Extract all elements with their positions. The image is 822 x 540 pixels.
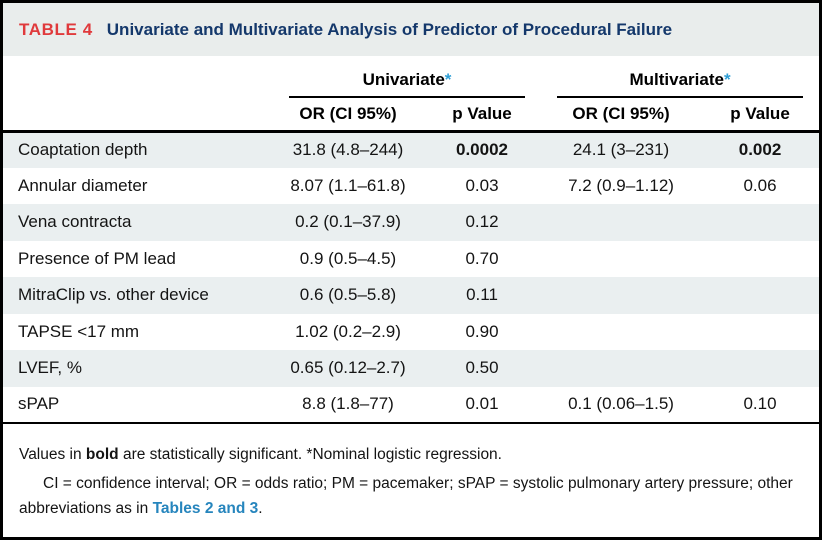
multivariate-or-cell: 0.1 (0.06–1.5) xyxy=(541,386,702,424)
multivariate-or-cell xyxy=(541,241,701,278)
univariate-p-cell: 0.90 xyxy=(465,321,499,341)
group-label-univariate: Univariate xyxy=(362,70,445,89)
univariate-or-cell: 0.9 (0.5–4.5) xyxy=(299,248,397,268)
col-header-or-univariate: OR (CI 95%) xyxy=(273,98,423,133)
footnote-text: CI = confidence interval; OR = odds rati… xyxy=(19,475,793,517)
table-row: LVEF, % 0.65 (0.12–2.7) 0.50 xyxy=(3,350,819,387)
univariate-p-cell: 0.50 xyxy=(465,358,499,378)
multivariate-p-cell: 0.06 xyxy=(743,175,777,195)
footnote-significance: Values in bold are statistically signifi… xyxy=(19,443,803,467)
multivariate-or-cell: 7.2 (0.9–1.12) xyxy=(568,175,674,195)
footnote-text: bold xyxy=(85,446,119,463)
tables-2-and-3-link[interactable]: Tables 2 and 3 xyxy=(152,499,259,517)
univariate-p-cell: 0.12 xyxy=(465,212,499,232)
col-header-p-multivariate: p Value xyxy=(701,98,819,133)
table-caption-bar: TABLE 4 Univariate and Multivariate Anal… xyxy=(3,3,819,56)
row-label: TAPSE <17 mm xyxy=(18,321,140,341)
univariate-p-cell: 0.11 xyxy=(466,285,498,305)
multivariate-or-cell xyxy=(541,277,701,314)
univariate-or-cell: 8.8 (1.8–77) xyxy=(273,386,423,424)
univariate-p-cell: 0.70 xyxy=(465,248,499,268)
footnote-abbreviations: CI = confidence interval; OR = odds rati… xyxy=(19,472,803,521)
footnote-text: are statistically significant. *Nominal … xyxy=(118,446,502,463)
multivariate-p-cell xyxy=(701,204,819,241)
table-row: Presence of PM lead 0.9 (0.5–4.5) 0.70 xyxy=(3,241,819,278)
table-row: sPAP 8.8 (1.8–77) 0.01 0.1 (0.06–1.5) 0.10 xyxy=(3,386,819,424)
col-header-p-univariate: p Value xyxy=(423,98,542,133)
row-label: Vena contracta xyxy=(18,212,132,232)
row-label: sPAP xyxy=(3,386,273,424)
group-label-multivariate: Multivariate xyxy=(629,70,724,89)
univariate-or-cell: 0.2 (0.1–37.9) xyxy=(295,212,401,232)
analysis-table: Univariate* Multivariate* OR (CI 95%) p … xyxy=(3,56,819,424)
footnote-text: . xyxy=(258,499,263,517)
footnotes-section: Values in bold are statistically signifi… xyxy=(3,424,819,521)
multivariate-p-cell xyxy=(701,241,819,278)
footnote-asterisk: * xyxy=(444,70,452,89)
group-header-univariate: Univariate* xyxy=(273,56,541,98)
empty-header-cell xyxy=(3,56,273,98)
univariate-or-cell: 0.65 (0.12–2.7) xyxy=(290,358,406,378)
table-row: Annular diameter 8.07 (1.1–61.8) 0.03 7.2 (… xyxy=(3,168,819,205)
table-row: Coaptation depth 31.8 (4.8–244) 0.0002 24.1… xyxy=(3,131,819,168)
group-header-row: Univariate* Multivariate* xyxy=(3,56,819,98)
row-label: Coaptation depth xyxy=(18,140,148,159)
row-label: Annular diameter xyxy=(18,175,148,195)
multivariate-p-cell xyxy=(701,277,819,314)
footnote-asterisk: * xyxy=(723,70,731,89)
univariate-or-cell: 31.8 (4.8–244) xyxy=(292,140,404,159)
empty-header-cell xyxy=(3,98,273,133)
univariate-p-cell: 0.01 xyxy=(423,386,542,424)
multivariate-or-cell: 24.1 (3–231) xyxy=(572,140,670,159)
table-row: TAPSE <17 mm 1.02 (0.2–2.9) 0.90 xyxy=(3,314,819,351)
multivariate-or-cell xyxy=(541,204,701,241)
row-label: Presence of PM lead xyxy=(18,248,176,268)
table-row: Vena contracta 0.2 (0.1–37.9) 0.12 xyxy=(3,204,819,241)
table-row: MitraClip vs. other device 0.6 (0.5–5.8) 0… xyxy=(3,277,819,314)
multivariate-or-cell xyxy=(541,350,701,387)
col-header-or-multivariate: OR (CI 95%) xyxy=(541,98,702,133)
table-number-label: TABLE 4 xyxy=(19,19,93,39)
multivariate-p-cell xyxy=(701,350,819,387)
multivariate-p-cell xyxy=(701,314,819,351)
multivariate-p-cell: 0.10 xyxy=(701,386,819,424)
univariate-p-cell: 0.0002 xyxy=(456,140,508,159)
row-label: LVEF, % xyxy=(18,358,82,378)
group-header-multivariate: Multivariate* xyxy=(541,56,819,98)
multivariate-p-cell: 0.002 xyxy=(738,140,782,159)
footnote-text: Values in xyxy=(19,446,86,463)
multivariate-or-cell xyxy=(541,314,701,351)
univariate-p-cell: 0.03 xyxy=(465,175,499,195)
univariate-or-cell: 8.07 (1.1–61.8) xyxy=(290,175,406,195)
univariate-or-cell: 0.6 (0.5–5.8) xyxy=(299,285,397,305)
table-title: Univariate and Multivariate Analysis of … xyxy=(106,19,673,39)
row-label: MitraClip vs. other device xyxy=(18,285,209,305)
univariate-or-cell: 1.02 (0.2–2.9) xyxy=(295,321,401,341)
sub-header-row: OR (CI 95%) p Value OR (CI 95%) p Value xyxy=(3,98,819,133)
